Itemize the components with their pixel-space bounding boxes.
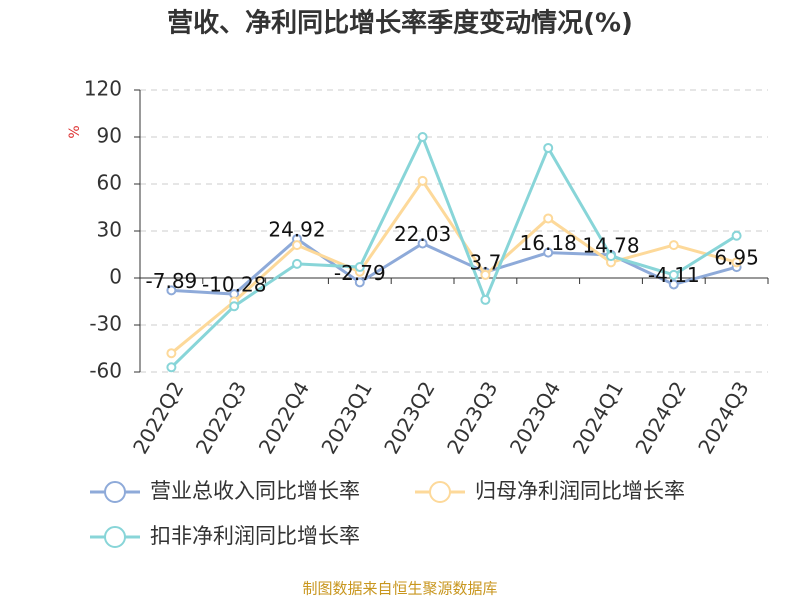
data-point xyxy=(354,262,365,273)
data-point xyxy=(543,213,554,224)
y-tick-label: -30 xyxy=(89,312,122,336)
data-label: -2.79 xyxy=(334,261,386,285)
chart-title: 营收、净利同比增长率季度变动情况(%) xyxy=(167,8,633,39)
series-line xyxy=(170,178,737,355)
legend-label: 归母净利润同比增长率 xyxy=(475,479,685,503)
x-tick-label: 2023Q1 xyxy=(316,377,376,458)
x-tick-label: 2022Q4 xyxy=(254,377,314,458)
x-tick-label: 2022Q3 xyxy=(191,377,251,458)
data-point xyxy=(731,257,742,268)
y-tick-label: 90 xyxy=(97,124,122,148)
y-axis-label: % xyxy=(67,125,83,138)
data-point xyxy=(166,348,177,359)
data-label: 16.18 xyxy=(520,231,577,255)
y-tick-label: 0 xyxy=(109,265,122,289)
legend-marker xyxy=(104,526,126,548)
data-point xyxy=(480,269,491,280)
data-label: 24.92 xyxy=(268,217,325,241)
data-point xyxy=(292,240,302,251)
data-point xyxy=(668,240,679,251)
data-point xyxy=(229,301,240,312)
y-tick-label: 30 xyxy=(97,218,122,242)
data-point xyxy=(292,258,302,269)
y-tick-label: -60 xyxy=(89,359,122,383)
data-point xyxy=(417,175,428,186)
data-point xyxy=(166,362,177,373)
legend-marker xyxy=(429,481,451,503)
data-point xyxy=(668,269,679,280)
data-point xyxy=(417,238,428,249)
x-tick-label: 2023Q3 xyxy=(442,377,502,458)
data-point xyxy=(543,142,554,153)
data-point xyxy=(543,247,554,258)
legend-marker xyxy=(104,481,126,503)
x-tick-label: 2024Q2 xyxy=(630,377,690,458)
data-label: 14.78 xyxy=(582,233,639,257)
data-label: -4.11 xyxy=(648,263,700,287)
legend-label: 扣非净利润同比增长率 xyxy=(150,524,360,548)
data-label: 3.7 xyxy=(469,251,501,275)
data-point xyxy=(606,251,616,262)
data-point xyxy=(731,230,742,241)
series-line xyxy=(171,237,737,296)
x-tick-label: 2022Q2 xyxy=(128,377,188,458)
y-tick-label: 120 xyxy=(84,77,122,101)
legend-label: 营业总收入同比增长率 xyxy=(150,479,360,503)
data-point xyxy=(417,132,428,142)
x-tick-label: 2024Q1 xyxy=(568,377,628,458)
y-tick-label: 60 xyxy=(97,171,122,195)
data-label: -10.28 xyxy=(202,273,266,297)
data-point xyxy=(354,277,365,288)
data-label: 6.95 xyxy=(714,246,759,270)
x-tick-label: 2024Q3 xyxy=(693,377,753,458)
data-label: -7.89 xyxy=(146,269,198,293)
data-point xyxy=(166,285,177,296)
x-tick-label: 2023Q2 xyxy=(379,377,439,458)
series-line xyxy=(170,133,738,369)
data-point xyxy=(668,279,679,290)
source-note: 制图数据来自恒生聚源数据库 xyxy=(302,580,497,598)
data-point xyxy=(480,294,491,305)
x-tick-label: 2023Q4 xyxy=(505,377,565,458)
data-label: 22.03 xyxy=(394,222,451,246)
